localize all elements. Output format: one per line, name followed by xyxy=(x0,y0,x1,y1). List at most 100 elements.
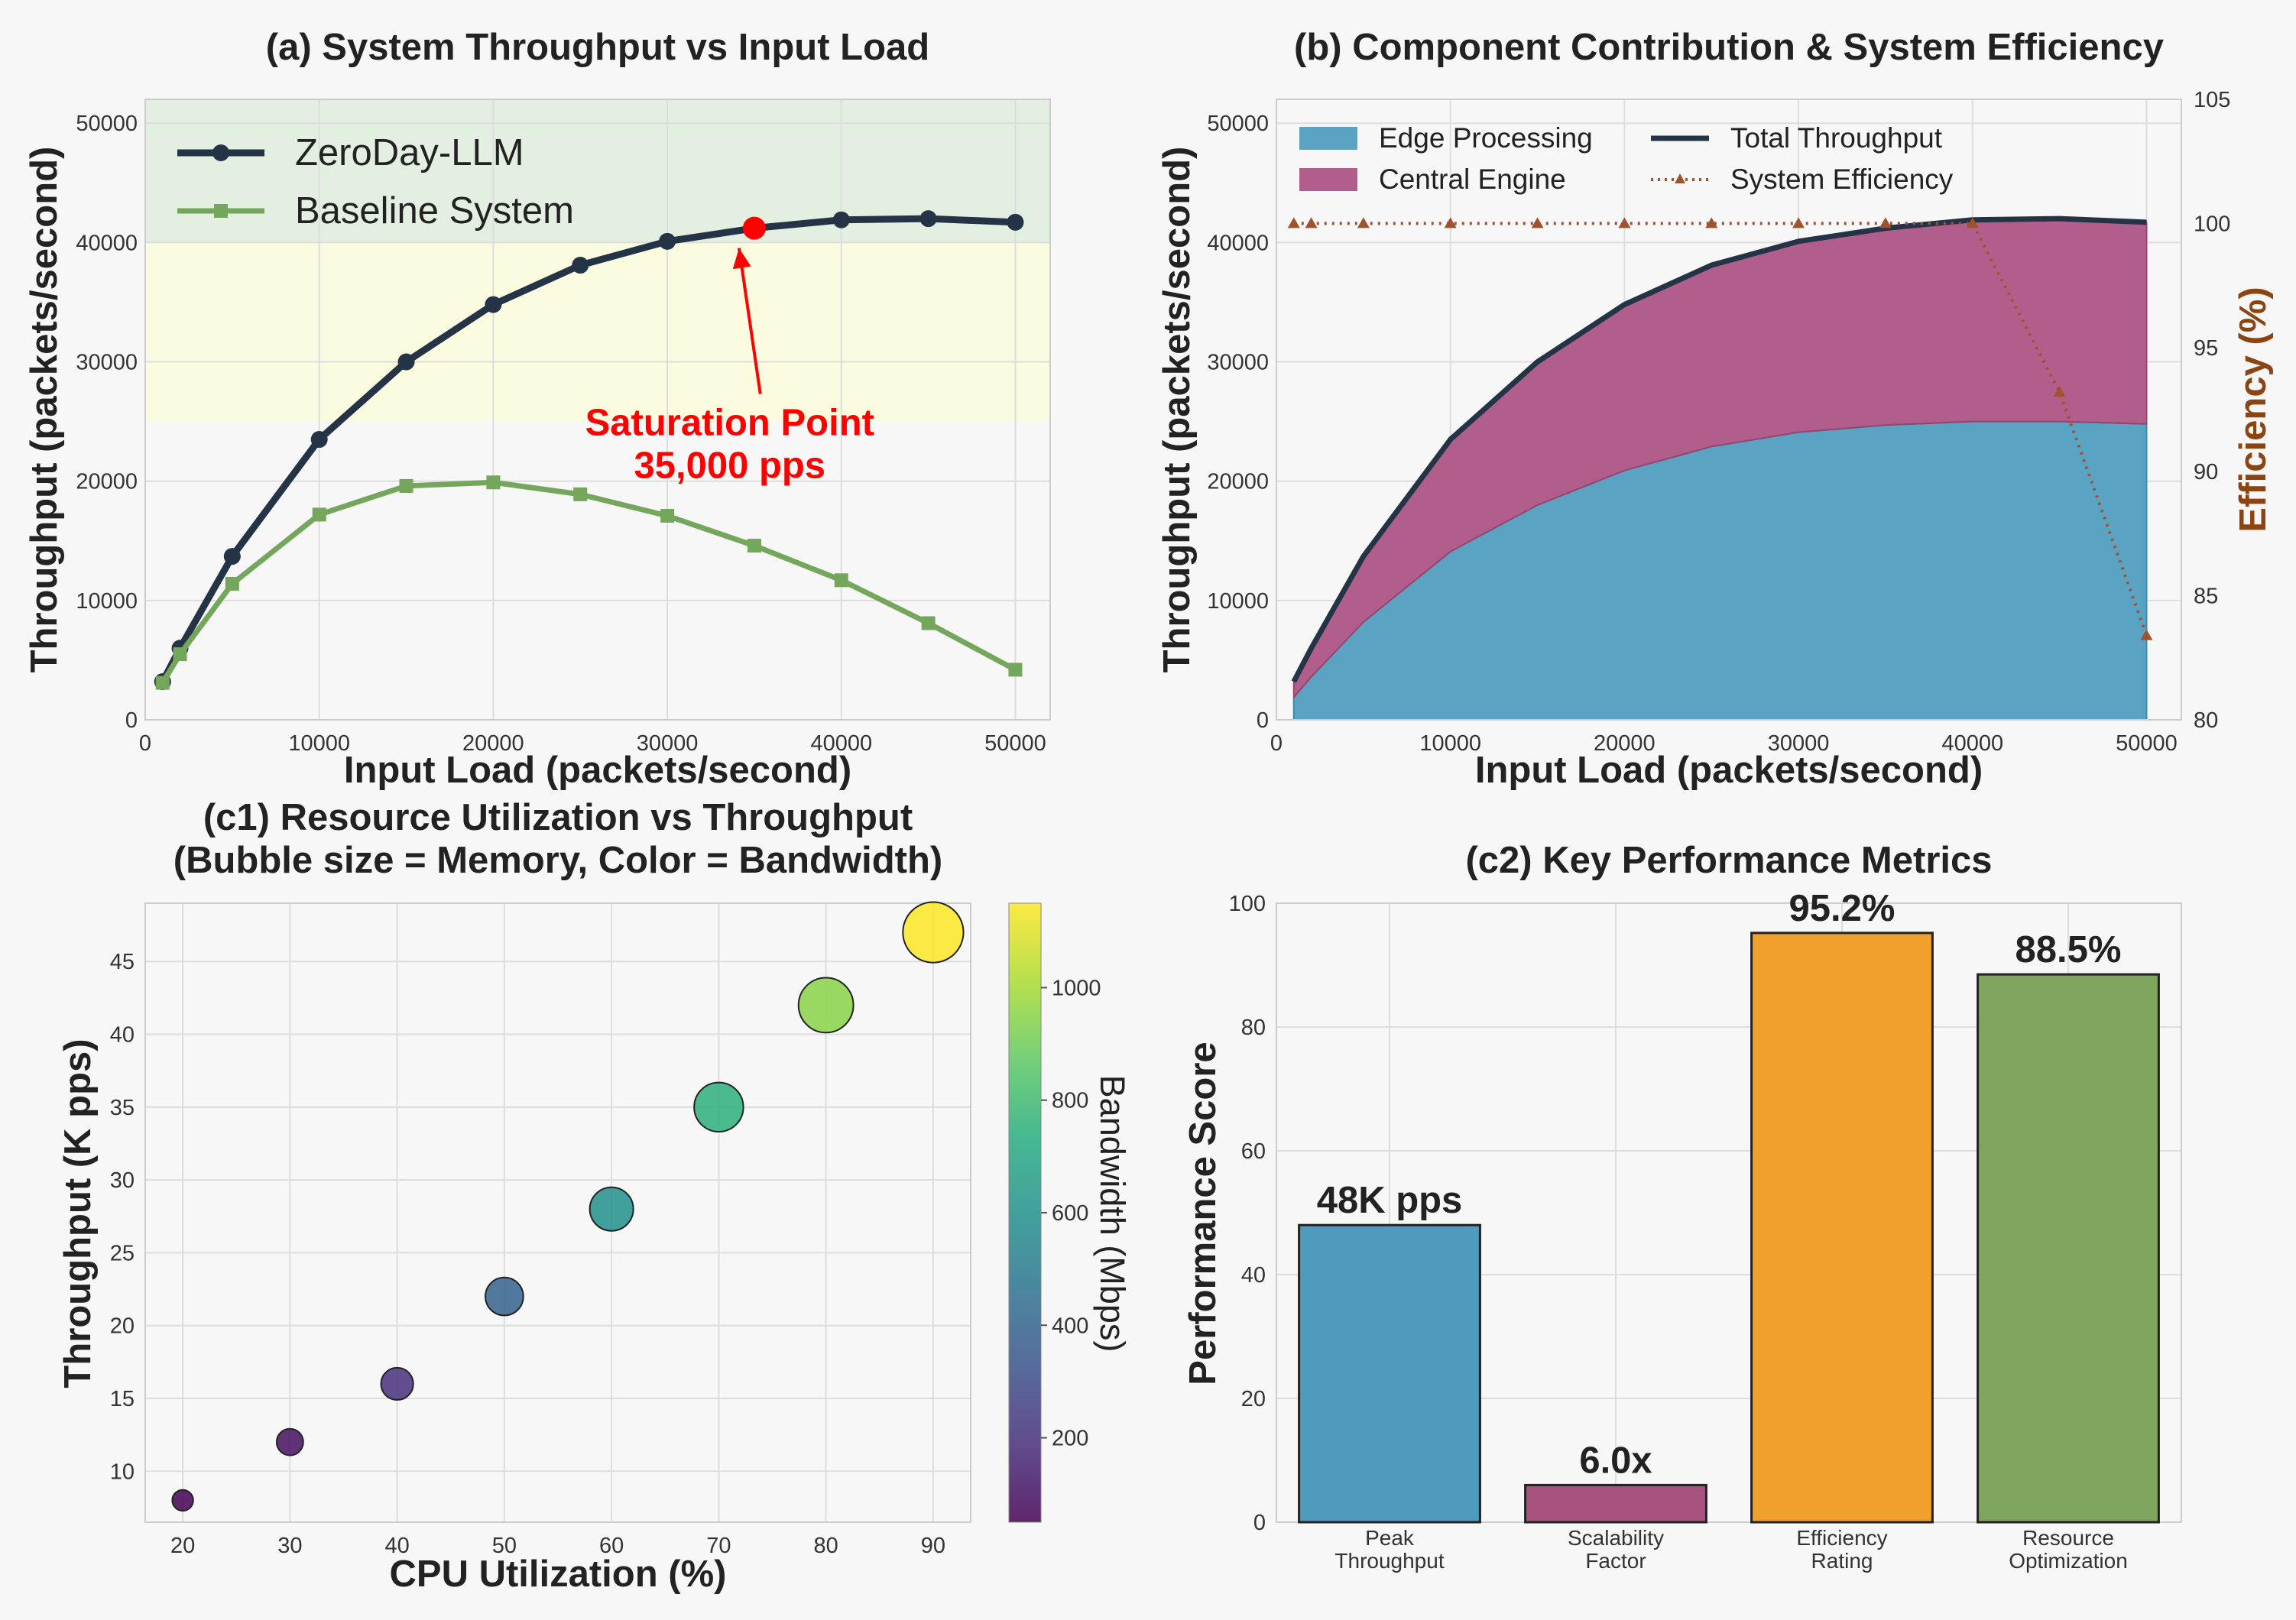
x-tick-label: 70 xyxy=(706,1534,731,1558)
y-tick-label: 50000 xyxy=(76,112,138,136)
panel-c1-subtitle: (Bubble size = Memory, Color = Bandwidth… xyxy=(173,840,942,881)
y-tick-label: 80 xyxy=(1241,1016,1266,1040)
series-line-total xyxy=(1291,215,2147,683)
efficiency-point xyxy=(1705,217,1718,228)
panel-c2-frame xyxy=(1276,902,2182,1523)
saturation-value: 35,000 pps xyxy=(634,445,825,486)
efficiency-point xyxy=(1287,217,1300,228)
y-tick-label: 60 xyxy=(1241,1139,1266,1164)
series-line-zeroday xyxy=(159,215,1016,684)
saturation-arrow-head xyxy=(732,248,751,270)
y2-tick-label: 80 xyxy=(2194,708,2218,733)
x-tick-label: 40000 xyxy=(1941,731,2003,756)
legend-central-label: Central Engine xyxy=(1379,164,1566,195)
bar-value-label: 88.5% xyxy=(2015,929,2122,970)
y-tick-label: 30 xyxy=(110,1168,135,1193)
data-point xyxy=(921,616,936,630)
saturation-point-marker xyxy=(742,216,766,240)
bar-value-label: 6.0x xyxy=(1579,1440,1652,1481)
x-tick-label: 90 xyxy=(921,1534,945,1558)
zone-band-1 xyxy=(145,242,1050,422)
panel-a-frame xyxy=(144,99,1051,721)
colorbar-label: Bandwidth (Mbps) xyxy=(1093,1075,1132,1353)
y-tick-label: 40000 xyxy=(76,231,138,255)
x-tick-label: 0 xyxy=(139,731,151,756)
legend-total-label: Total Throughput xyxy=(1730,122,1943,154)
data-point xyxy=(659,232,676,250)
data-point xyxy=(225,576,239,591)
bubble xyxy=(380,1366,414,1401)
efficiency-point xyxy=(1444,217,1457,228)
panel-b-xlabel: Input Load (packets/second) xyxy=(1475,750,1983,791)
colorbar xyxy=(1008,902,1042,1523)
bubble xyxy=(902,901,965,964)
data-point xyxy=(1007,213,1024,231)
panel-b-frame xyxy=(1276,99,2182,721)
efficiency-point xyxy=(1305,217,1318,228)
efficiency-point xyxy=(2140,629,2153,640)
bubble xyxy=(589,1186,634,1232)
legend-efficiency-label: System Efficiency xyxy=(1730,164,1954,195)
colorbar-tick-label: 1000 xyxy=(1052,976,1101,1000)
legend-zeroday-label: ZeroDay-LLM xyxy=(295,132,524,173)
y-tick-label: 30000 xyxy=(76,351,138,375)
data-point xyxy=(919,210,937,228)
y-tick-label: 20000 xyxy=(76,470,138,494)
x-tick-label: 0 xyxy=(1270,731,1283,756)
panel-b: (b) Component Contribution & System Effi… xyxy=(1156,27,2274,791)
y-tick-label: 25 xyxy=(110,1241,135,1265)
x-tick-label: Peak xyxy=(1365,1526,1415,1550)
data-point xyxy=(573,487,588,501)
data-point xyxy=(832,211,850,228)
x-tick-label: 40000 xyxy=(810,731,872,756)
bar xyxy=(1977,973,2160,1524)
legend-efficiency-marker xyxy=(1675,173,1685,183)
y2-tick-label: 100 xyxy=(2194,212,2230,236)
x-tick-label: 30000 xyxy=(637,731,699,756)
y-tick-label: 10 xyxy=(110,1460,135,1484)
y2-tick-label: 90 xyxy=(2194,460,2218,484)
bubble xyxy=(171,1489,194,1512)
legend-edge-swatch xyxy=(1299,127,1357,150)
efficiency-point xyxy=(2053,386,2066,397)
x-tick-label: Resource xyxy=(2022,1526,2114,1550)
efficiency-point xyxy=(1879,217,1892,228)
saturation-annotation: Saturation Point 35,000 pps xyxy=(585,216,874,486)
data-point xyxy=(486,475,501,490)
y-tick-label: 50000 xyxy=(1207,112,1269,136)
y-tick-label: 35 xyxy=(110,1096,135,1120)
bubble xyxy=(485,1276,524,1317)
x-tick-label: Throughput xyxy=(1334,1549,1444,1573)
x-tick-label: Factor xyxy=(1585,1549,1646,1573)
colorbar-tick-label: 800 xyxy=(1052,1089,1088,1113)
bar xyxy=(1524,1483,1707,1524)
colorbar-tick-label: 400 xyxy=(1052,1314,1088,1338)
colorbar-tick-label: 200 xyxy=(1052,1427,1088,1451)
efficiency-point xyxy=(1618,217,1631,228)
panel-b-ylabel: Throughput (packets/second) xyxy=(1156,147,1198,673)
data-point xyxy=(572,257,589,274)
panel-c1-frame xyxy=(144,902,971,1523)
y-tick-label: 30000 xyxy=(1207,351,1269,375)
legend-edge-label: Edge Processing xyxy=(1379,122,1593,154)
panel-c1-title: (c1) Resource Utilization vs Throughput xyxy=(203,797,913,838)
y-tick-label: 40 xyxy=(110,1023,135,1048)
saturation-label: Saturation Point xyxy=(585,402,874,443)
efficiency-point xyxy=(1531,217,1544,228)
data-point xyxy=(155,676,170,690)
bar-value-label: 95.2% xyxy=(1789,888,1895,929)
x-tick-label: 60 xyxy=(599,1534,624,1558)
panel-a: (a) System Throughput vs Input Load 0 100… xyxy=(24,27,1051,791)
x-tick-label: 50 xyxy=(492,1534,517,1558)
panel-c2: (c2) Key Performance Metrics 0 20 40 60 80 10… xyxy=(1182,840,2182,1573)
x-tick-label: 20000 xyxy=(462,731,524,756)
bar-value-label: 48K pps xyxy=(1317,1180,1463,1221)
bubble xyxy=(275,1427,304,1456)
x-tick-label: 30000 xyxy=(1768,731,1830,756)
data-point xyxy=(397,353,415,371)
panel-a-title: (a) System Throughput vs Input Load xyxy=(266,27,929,68)
y-tick-label: 100 xyxy=(1229,892,1266,916)
x-tick-label: 50000 xyxy=(984,731,1046,756)
y-tick-label: 40000 xyxy=(1207,231,1269,255)
